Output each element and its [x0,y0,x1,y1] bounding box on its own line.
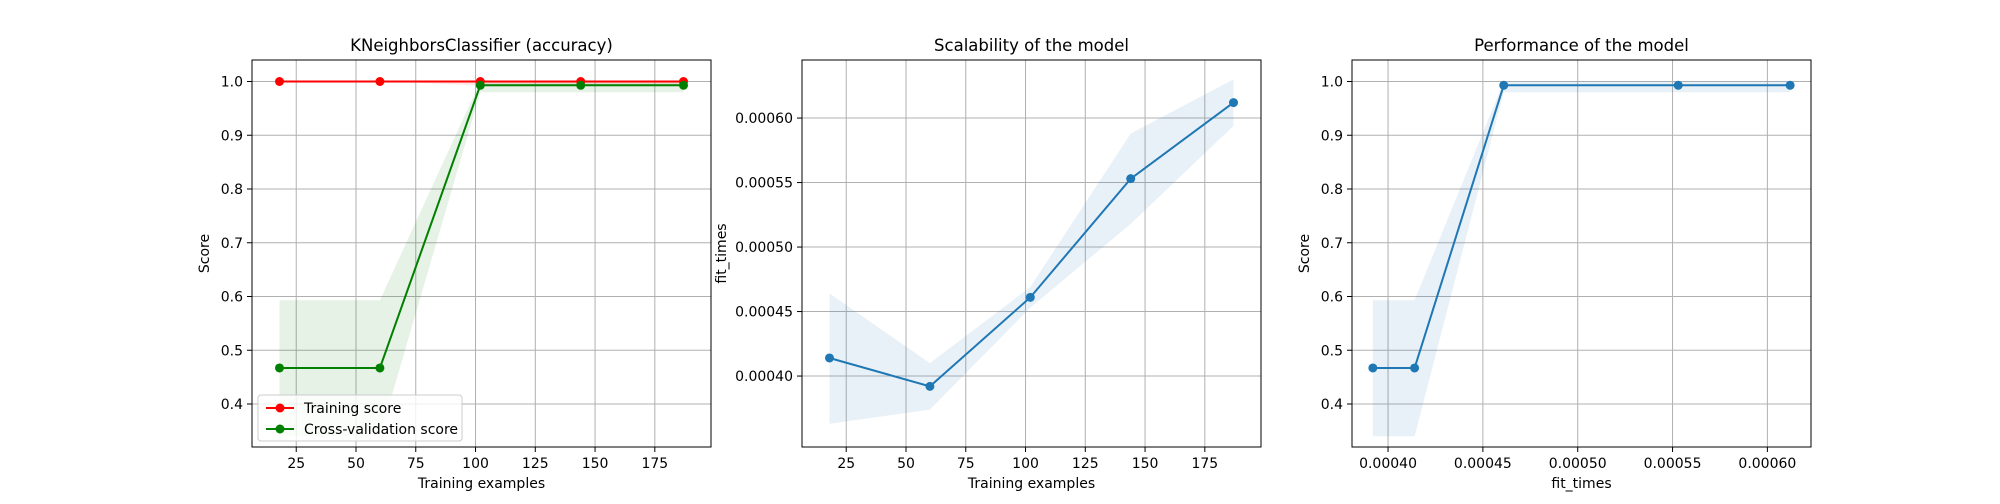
y-tick-label: 0.00050 [735,240,793,256]
x-tick-label: 0.00050 [1549,456,1607,472]
x-tick-label: 25 [287,456,305,472]
data-point [1785,80,1795,90]
y-axis-label: Score [197,234,213,273]
x-axis-label: fit_times [1551,476,1611,492]
x-tick-label: 0.00045 [1454,456,1512,472]
x-axis-label: Training examples [417,476,545,492]
y-tick-label: 0.00055 [735,176,793,192]
data-point [375,77,385,86]
legend-box [257,394,463,442]
data-point [475,80,485,90]
legend: Training score Cross-validation score [257,394,463,442]
x-tick-label: 100 [462,456,489,472]
y-tick-label: 0.00040 [735,369,793,385]
data-point [1368,363,1378,373]
y-tick-label: 0.7 [221,236,243,252]
y-axis-label: Score [1297,234,1313,273]
data-point [925,381,935,391]
data-point [274,77,284,86]
y-tick-label: 1.0 [1321,75,1343,91]
plot-frame [1351,59,1812,448]
x-tick-label: 75 [957,456,975,472]
x-tick-label: 50 [897,456,915,472]
legend-marker-2 [275,424,285,434]
confidence-band-1 [829,79,1234,424]
data-point [679,80,689,90]
y-tick-label: 0.6 [221,290,243,306]
y-tick-label: 0.7 [1321,236,1343,252]
data-point [1025,292,1035,302]
chart-panel-2: 25 50 75 100 125 150 175 0.00040 0.00045 0.00050 0… [714,36,1262,492]
y-tick-label: 0.6 [1321,290,1343,306]
data-point [1673,80,1683,90]
x-tick-label: 150 [582,456,609,472]
y-tick-label: 0.00045 [735,305,793,321]
data-point [576,80,586,90]
x-axis-label: Training examples [967,476,1095,492]
data-point [824,353,834,363]
x-tick-label: 125 [1072,456,1099,472]
y-tick-label: 0.5 [1321,343,1343,359]
y-tick-label: 0.8 [1321,182,1343,198]
x-tick-label: 0.00055 [1644,456,1702,472]
y-tick-label: 0.5 [221,343,243,359]
data-point [1126,174,1136,184]
data-point [375,363,385,373]
legend-marker-1 [275,403,285,413]
y-tick-label: 0.4 [221,397,243,413]
y-tick-label: 0.9 [221,128,243,144]
chart-title: Performance of the model [1474,36,1689,55]
y-tick-label: 1.0 [221,75,243,91]
x-tick-label: 100 [1012,456,1039,472]
x-tick-label: 150 [1132,456,1159,472]
legend-label-1: Training score [303,401,401,417]
plot-frame [801,59,1262,448]
y-tick-label: 0.8 [221,182,243,198]
chart-panel-3: 0.00040 0.00045 0.00050 0.00055 0.00060 0.4 0.… [1297,36,1812,492]
x-tick-label: 0.00060 [1738,456,1796,472]
chart-panel-1: 25 50 75 100 125 150 175 0.4 0.5 0.6 0.7 0.8 0.9 1.0 K… [197,36,712,492]
plot-frame [251,59,712,448]
chart-title: KNeighborsClassifier (accuracy) [350,36,613,55]
y-tick-label: 0.9 [1321,128,1343,144]
chart-title: Scalability of the model [934,36,1129,55]
data-point [1229,98,1239,108]
data-point [1499,80,1509,90]
data-point [1410,363,1420,373]
x-tick-label: 175 [641,456,668,472]
x-tick-label: 75 [407,456,425,472]
x-tick-label: 25 [837,456,855,472]
x-tick-label: 50 [347,456,365,472]
legend-label-2: Cross-validation score [304,422,458,438]
y-axis-label: fit_times [714,223,730,283]
y-tick-label: 0.4 [1321,397,1343,413]
confidence-band-1 [1372,81,1791,437]
x-tick-label: 0.00040 [1359,456,1417,472]
data-point [274,363,284,373]
confidence-band-2 [279,81,684,437]
x-tick-label: 175 [1191,456,1218,472]
y-tick-label: 0.00060 [735,111,793,127]
x-tick-label: 125 [522,456,549,472]
